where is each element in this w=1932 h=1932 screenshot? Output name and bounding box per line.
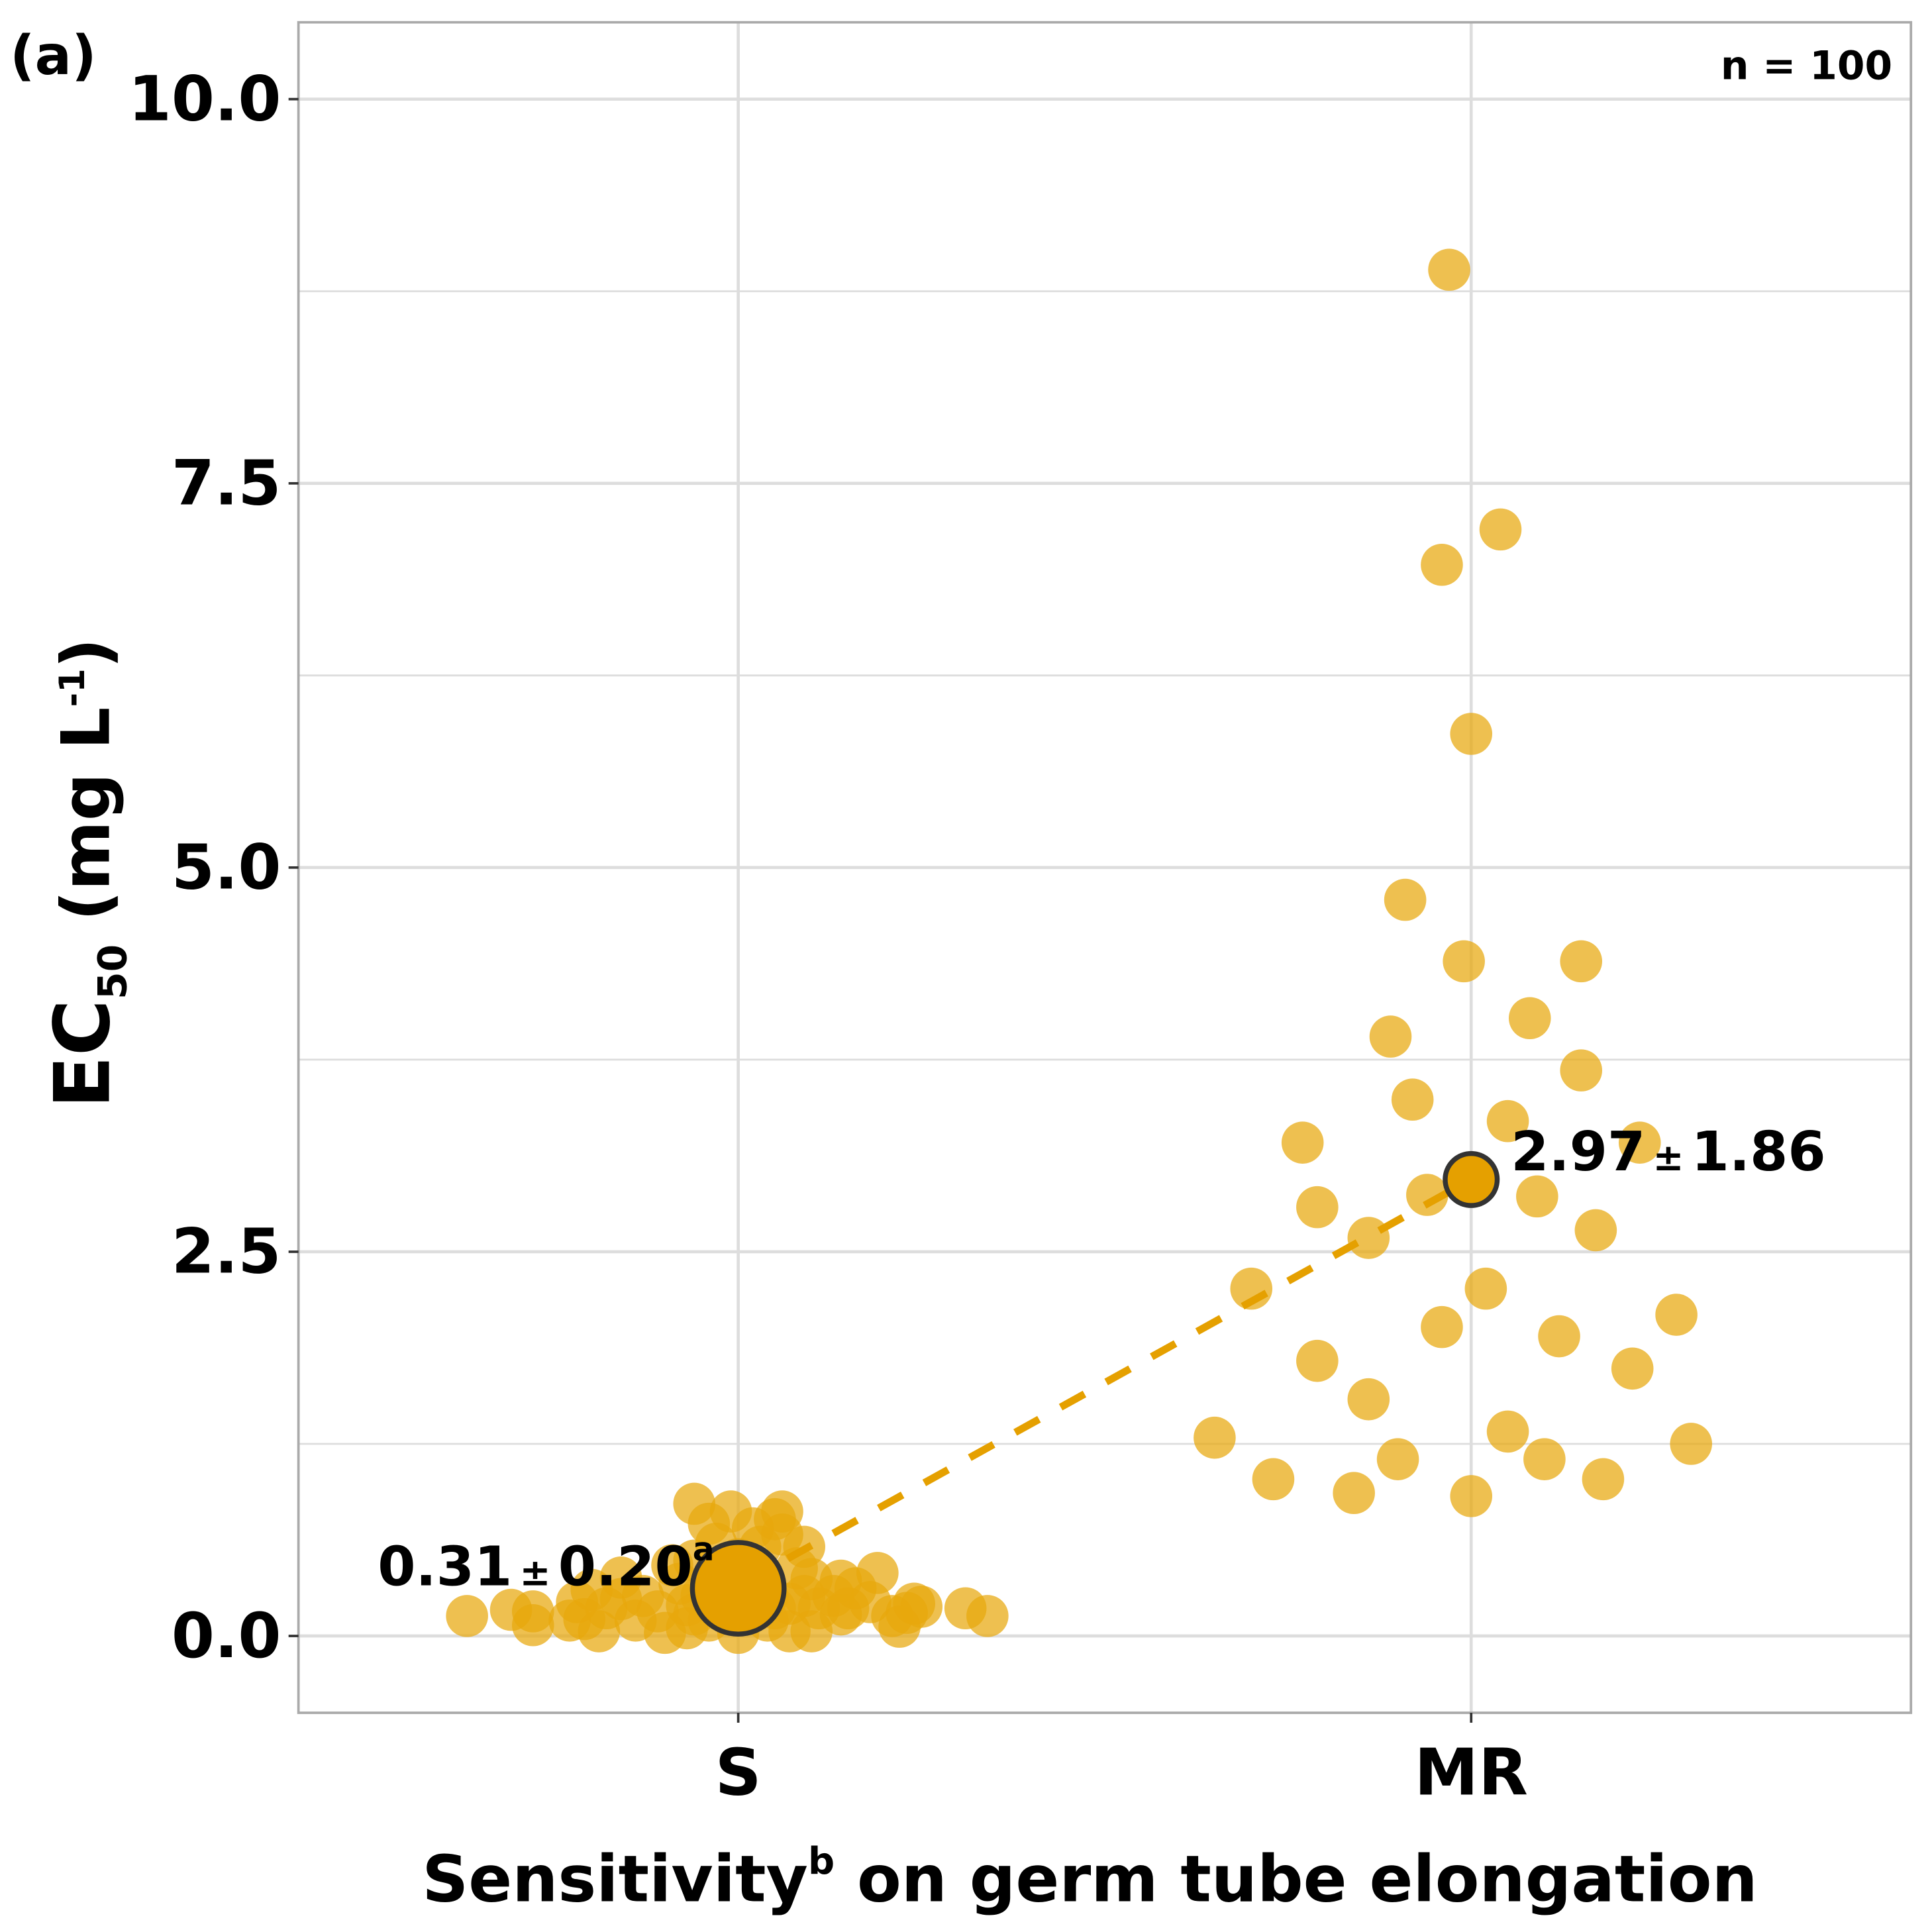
data-point-mr	[1450, 1475, 1493, 1517]
data-point-mr	[1421, 1305, 1463, 1348]
data-point-mr	[1479, 508, 1522, 551]
data-point-mr	[1347, 1217, 1390, 1259]
sample-size-label: n = 100	[1721, 43, 1892, 89]
data-point-mr	[1347, 1378, 1390, 1421]
data-point-mr	[1655, 1294, 1698, 1336]
data-point-mr	[1281, 1121, 1324, 1164]
data-point-mr	[1376, 1438, 1419, 1480]
data-point-mr	[1464, 1267, 1507, 1310]
mean-trend-line	[786, 1176, 1473, 1562]
data-point-mr	[1333, 1472, 1375, 1515]
y-tick-label: 5.0	[172, 832, 281, 904]
data-point-mr	[1582, 1458, 1625, 1501]
data-point-s	[966, 1595, 1009, 1637]
y-tick-label: 2.5	[172, 1216, 281, 1288]
y-axis-title: EC50 (mg L-1)	[38, 638, 136, 1108]
data-point-s	[651, 1544, 693, 1587]
data-point-mr	[1443, 940, 1485, 983]
data-point-mr	[1486, 1410, 1529, 1453]
data-point-mr	[1369, 1015, 1412, 1058]
y-tick-label: 0.0	[172, 1600, 281, 1672]
data-point-mr	[1384, 878, 1427, 921]
data-point-mr	[1421, 543, 1463, 586]
data-point-s	[761, 1490, 803, 1533]
data-point-s	[900, 1586, 943, 1628]
y-axis-ticks: 0.0 2.5 5.0 7.5 10.0	[128, 63, 299, 1672]
data-point-mr	[1670, 1423, 1713, 1465]
y-tick-label: 10.0	[128, 63, 281, 135]
data-point-mr	[1486, 1099, 1529, 1143]
mean-label-mr: 2.97 ±1.86	[1511, 1121, 1825, 1184]
data-point-mr	[1560, 1049, 1603, 1092]
data-point-mr	[1194, 1416, 1236, 1459]
data-point-mr	[1516, 1175, 1558, 1218]
data-point-mr	[1391, 1078, 1434, 1121]
data-point-s	[446, 1595, 488, 1637]
x-tick-label-mr: MR	[1414, 1735, 1528, 1809]
data-point-mr	[1538, 1315, 1580, 1358]
mean-marker-mr	[1443, 1150, 1500, 1208]
x-axis-ticks: S MR	[715, 1713, 1528, 1809]
data-point-s	[511, 1603, 554, 1647]
data-point-mr	[1252, 1458, 1295, 1501]
data-point-mr	[1428, 248, 1470, 291]
grid	[298, 22, 1911, 1713]
data-points	[446, 248, 1713, 1654]
data-point-mr	[1574, 1209, 1617, 1252]
x-tick-label-s: S	[715, 1735, 762, 1809]
data-point-mr	[1296, 1339, 1339, 1382]
y-tick-label: 7.5	[172, 448, 281, 520]
mean-marker-s	[689, 1540, 787, 1637]
data-point-mr	[1618, 1121, 1661, 1164]
data-point-mr	[1523, 1438, 1566, 1480]
data-point-mr	[1296, 1186, 1339, 1229]
mean-markers	[689, 1150, 1500, 1637]
data-point-mr	[1406, 1174, 1449, 1216]
mean-label-s: 0.31 ±0.20a	[378, 1531, 714, 1598]
data-point-s	[849, 1581, 891, 1623]
x-axis-title: Sensitivityb on germ tube elongation	[422, 1840, 1758, 1916]
panel-label: (a)	[10, 25, 97, 87]
data-point-mr	[1560, 940, 1603, 983]
data-point-s	[548, 1600, 591, 1642]
data-point-s	[599, 1556, 642, 1599]
data-point-mr	[1508, 997, 1551, 1040]
data-point-mr	[1450, 713, 1493, 755]
data-point-mr	[1611, 1347, 1654, 1390]
